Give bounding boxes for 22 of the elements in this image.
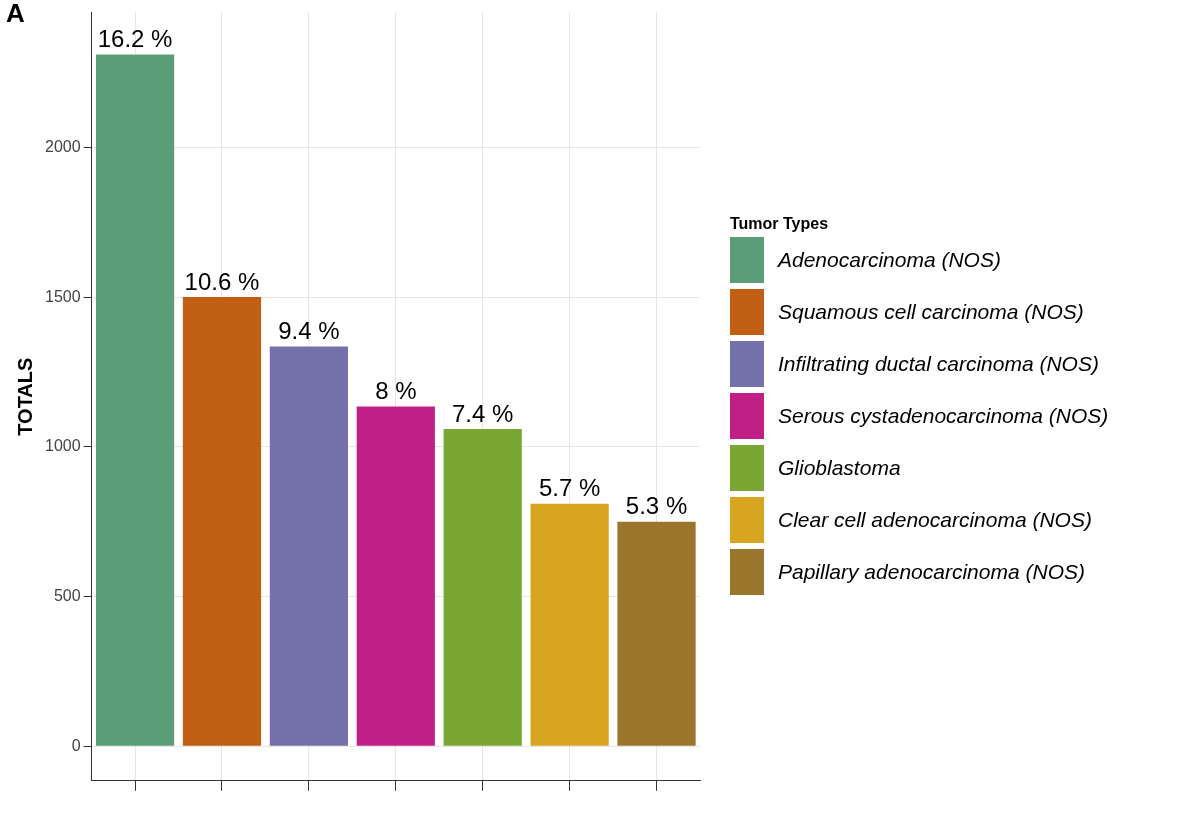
y-tick-label: 500 <box>53 587 81 605</box>
annotation: 5.7 % <box>538 474 601 502</box>
legend-label: Papillary adenocarcinoma (NOS) <box>778 560 1085 584</box>
text: A <box>6 0 25 29</box>
y-tick-label: 1500 <box>45 287 81 305</box>
y-tick-label: 2000 <box>45 137 81 155</box>
legend-label: Adenocarcinoma (NOS) <box>778 248 1001 272</box>
annotation: 10.6 % <box>184 267 260 295</box>
annotation: 8 % <box>375 377 417 405</box>
legend-label: Infiltrating ductal carcinoma (NOS) <box>778 352 1099 376</box>
legend-title: Tumor Types <box>730 215 830 233</box>
annotation: 9.4 % <box>278 317 340 345</box>
legend-label: Clear cell adenocarcinoma (NOS) <box>778 508 1092 532</box>
annotation: 7.4 % <box>452 399 514 427</box>
annotation: 16.2 % <box>97 25 173 53</box>
y-tick-label: 0 <box>71 736 81 754</box>
legend-label: Serous cystadenocarcinoma (NOS) <box>778 404 1109 428</box>
y-tick-label: 1000 <box>45 437 81 455</box>
legend-label: Glioblastoma <box>778 456 901 480</box>
annotation: 5.3 % <box>625 492 688 520</box>
legend-label: Squamous cell carcinoma (NOS) <box>778 300 1084 324</box>
y-axis-title: TOTALS <box>13 357 36 436</box>
